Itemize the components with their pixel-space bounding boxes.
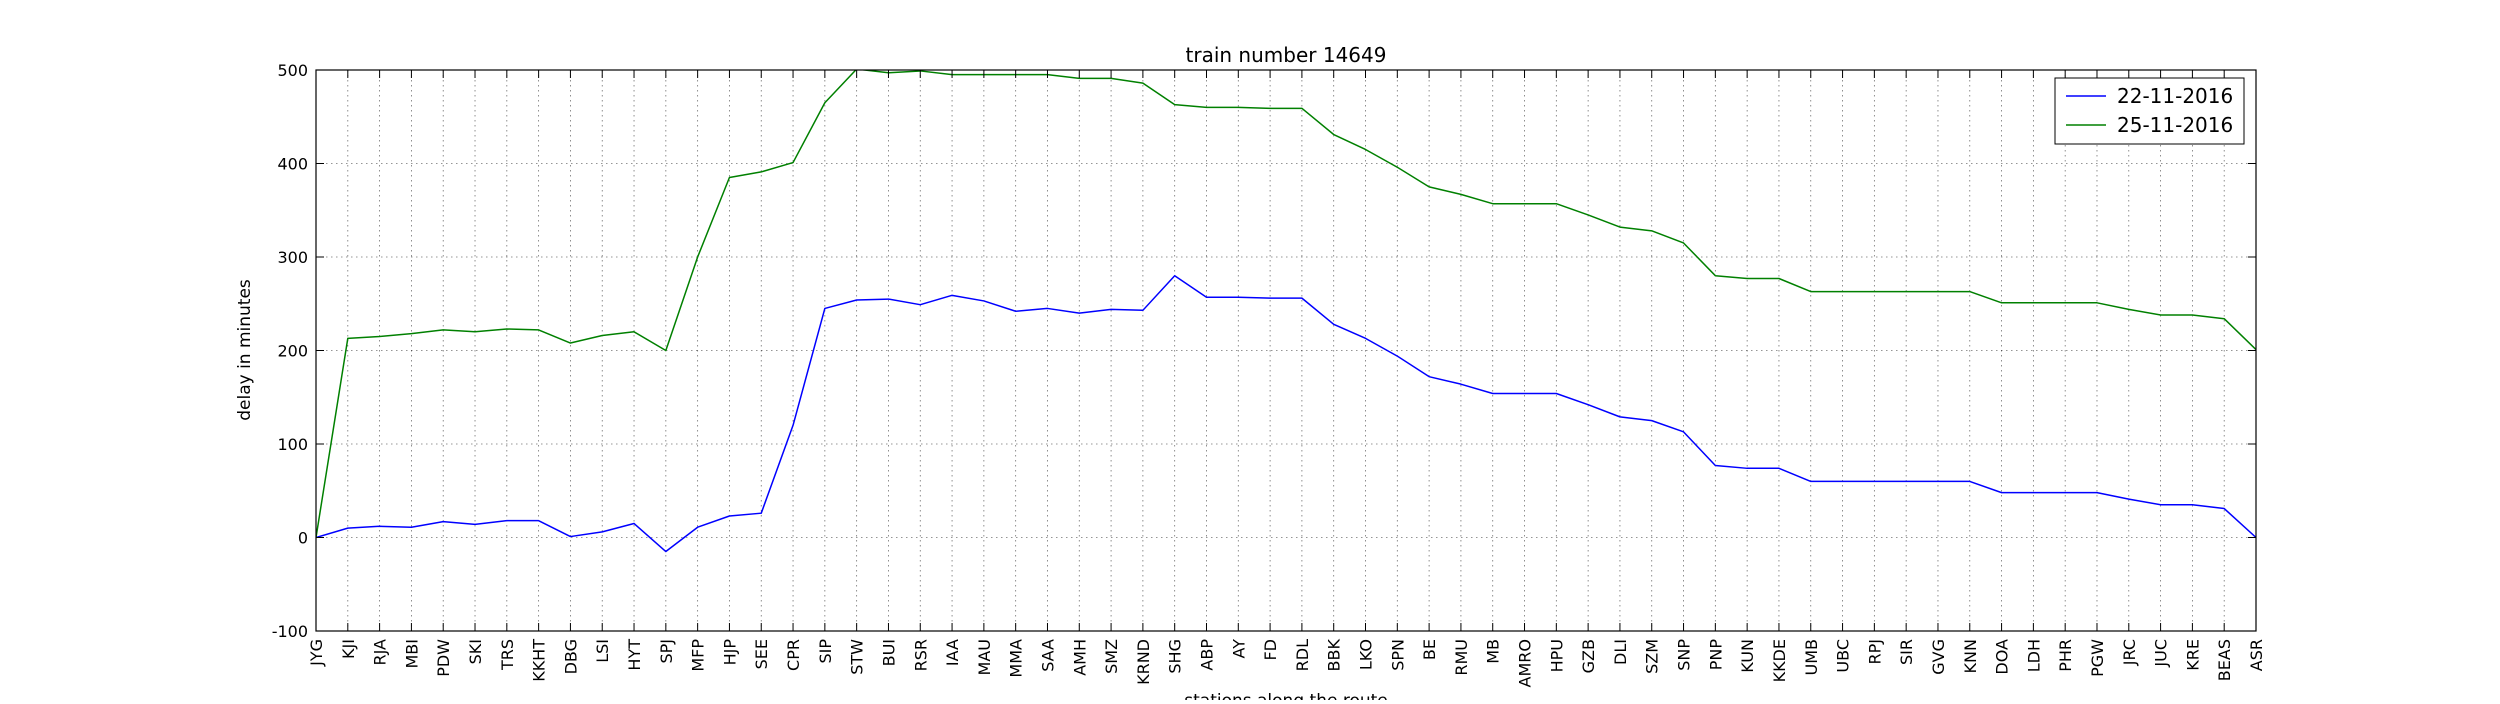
x-tick-label-saa: SAA <box>1038 639 1057 672</box>
x-tick-label-sir: SIR <box>1897 639 1916 665</box>
x-tick-label-rmu: RMU <box>1452 639 1471 676</box>
x-tick-label-see: SEE <box>752 639 771 669</box>
chart-title: train number 14649 <box>1186 43 1387 67</box>
y-tick-label: 0 <box>298 529 308 548</box>
x-tick-label-mau: MAU <box>975 639 994 675</box>
grid-layer <box>316 70 2256 631</box>
series-layer <box>316 70 2256 553</box>
x-tick-label-iaa: IAA <box>943 639 962 666</box>
x-tick-label-ubc: UBC <box>1834 639 1853 673</box>
x-tick-label-dbg: DBG <box>561 639 580 674</box>
x-tick-label-kkht: KKHT <box>530 639 549 682</box>
x-tick-label-kji: KJI <box>339 639 358 659</box>
x-tick-label-ski: SKI <box>466 639 485 664</box>
x-tick-label-juc: JUC <box>2152 639 2171 668</box>
x-tick-label-lsi: LSI <box>593 639 612 663</box>
x-tick-label-trs: TRS <box>498 639 517 671</box>
x-tick-label-gvg: GVG <box>1929 639 1948 675</box>
x-tick-label-sip: SIP <box>816 639 835 664</box>
x-tick-label-kkde: KKDE <box>1770 639 1789 682</box>
x-tick-label-mma: MMA <box>1007 639 1026 678</box>
x-tick-label-pgw: PGW <box>2088 639 2107 677</box>
x-tick-label-bbk: BBK <box>1325 639 1344 672</box>
x-tick-label-abp: ABP <box>1197 639 1216 671</box>
y-tick-label: 500 <box>277 61 308 80</box>
x-tick-label-beas: BEAS <box>2215 639 2234 681</box>
y-tick-label: 400 <box>277 155 308 174</box>
x-tick-label-spj: SPJ <box>657 639 676 664</box>
x-tick-label-bui: BUI <box>879 639 898 666</box>
x-tick-label-shg: SHG <box>1166 639 1185 674</box>
x-tick-label-knn: KNN <box>1961 639 1980 673</box>
x-tick-label-dli: DLI <box>1611 639 1630 665</box>
x-tick-label-hpu: HPU <box>1547 639 1566 672</box>
x-tick-label-gzb: GZB <box>1579 639 1598 673</box>
x-tick-label-be: BE <box>1420 639 1439 660</box>
legend-label-25-11-2016: 25-11-2016 <box>2117 113 2233 137</box>
y-tick-label: -100 <box>272 622 308 641</box>
x-tick-label-phr: PHR <box>2056 639 2075 672</box>
y-tick-label: 300 <box>277 248 308 267</box>
x-tick-label-pnp: PNP <box>1706 639 1725 671</box>
x-tick-label-hyt: HYT <box>625 639 644 671</box>
x-tick-label-rpj: RPJ <box>1865 639 1884 664</box>
y-tick-label: 100 <box>277 435 308 454</box>
x-tick-label-doa: DOA <box>1993 639 2012 675</box>
x-tick-label-rsr: RSR <box>911 639 930 671</box>
x-tick-label-amro: AMRO <box>1516 639 1535 687</box>
x-tick-label-fd: FD <box>1261 639 1280 661</box>
x-tick-label-ay: AY <box>1229 639 1248 659</box>
x-tick-label-kre: KRE <box>2183 639 2202 671</box>
legend: 22-11-2016 25-11-2016 <box>2054 77 2245 145</box>
x-tick-label-spn: SPN <box>1388 639 1407 671</box>
x-tick-label-hjp: HJP <box>720 639 739 666</box>
x-tick-label-jyg: JYG <box>307 639 326 667</box>
x-tick-label-mb: MB <box>1484 639 1503 664</box>
series-line-22-11-2016 <box>316 274 2256 553</box>
x-tick-label-stw: STW <box>848 639 867 675</box>
x-tick-label-mbi: MBI <box>402 639 421 669</box>
ticks-layer: -100 0 100 200 300 400 500 JYG KJI RJA MBI PDW SKI TR… <box>272 61 2266 687</box>
legend-label-22-11-2016: 22-11-2016 <box>2117 84 2233 108</box>
x-tick-label-jrc: JRC <box>2120 639 2139 666</box>
x-tick-label-krnd: KRND <box>1134 639 1153 685</box>
x-tick-label-amh: AMH <box>1070 639 1089 676</box>
x-tick-label-kun: KUN <box>1738 639 1757 673</box>
x-tick-label-cpr: CPR <box>784 639 803 671</box>
x-tick-label-snp: SNP <box>1675 639 1694 671</box>
x-tick-label-ldh: LDH <box>2024 639 2043 672</box>
x-tick-label-asr: ASR <box>2247 639 2266 671</box>
x-tick-label-smz: SMZ <box>1102 639 1121 674</box>
x-tick-label-rja: RJA <box>371 639 390 666</box>
y-axis-title: delay in minutes <box>235 279 255 421</box>
series-line-25-11-2016 <box>316 70 2256 538</box>
x-tick-label-lko: LKO <box>1357 639 1376 670</box>
x-tick-label-szm: SZM <box>1643 639 1662 674</box>
x-tick-label-pdw: PDW <box>434 639 453 677</box>
y-tick-label: 200 <box>277 342 308 361</box>
x-tick-label-mfp: MFP <box>689 639 708 672</box>
x-axis-title: stations along the route <box>1184 691 1388 700</box>
x-tick-label-rdl: RDL <box>1293 639 1312 671</box>
x-tick-label-umb: UMB <box>1802 639 1821 676</box>
legend-box <box>2054 77 2245 145</box>
